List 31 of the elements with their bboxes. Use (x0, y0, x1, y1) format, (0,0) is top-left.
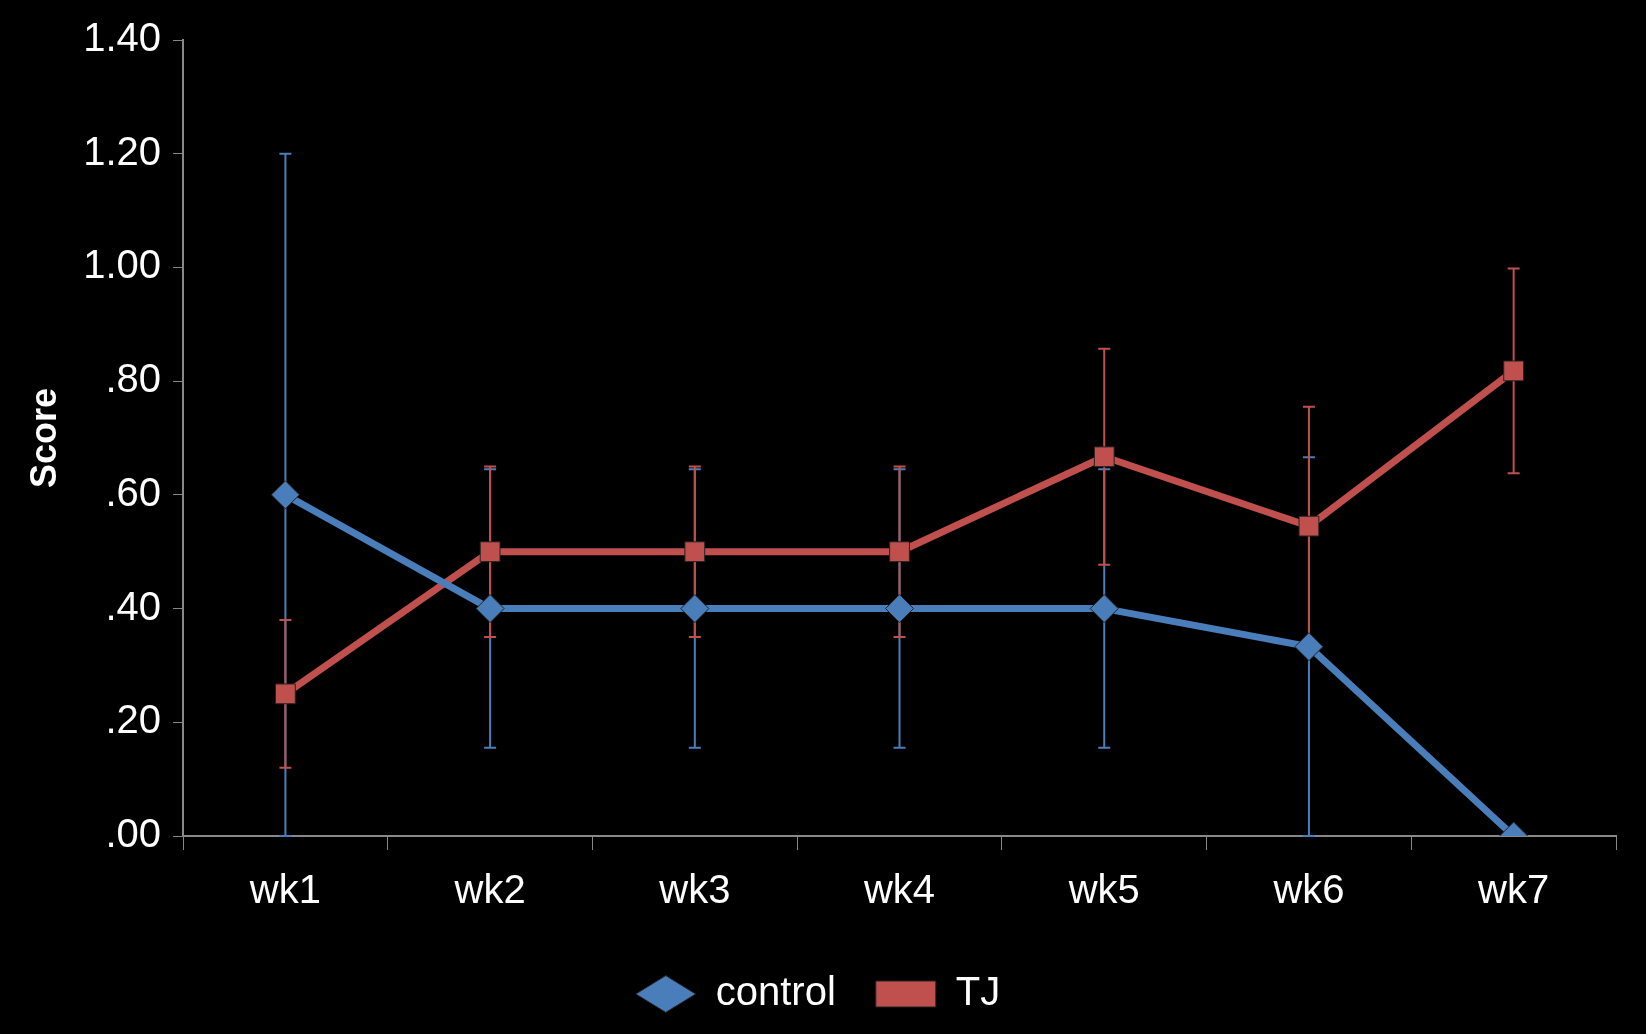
point (475, 594, 505, 624)
x-tick-label: wk3 (658, 867, 731, 912)
legend-label: control (715, 969, 836, 1014)
point (1298, 515, 1320, 537)
y-tick-label: 1.20 (83, 128, 162, 173)
point (1294, 632, 1324, 662)
legend-label: TJ (955, 969, 1001, 1014)
point (1093, 446, 1115, 468)
y-tick-label: .00 (105, 811, 162, 856)
y-tick-label: .60 (105, 469, 162, 514)
x-tick-label: wk6 (1272, 867, 1345, 912)
point (889, 541, 910, 563)
x-tick-label: wk7 (1477, 867, 1550, 912)
y-tick-label: .20 (105, 697, 162, 742)
point (479, 541, 501, 563)
y-tick-label: 1.00 (83, 242, 162, 287)
point (270, 480, 300, 510)
point (885, 594, 915, 624)
x-tick-label: wk4 (862, 867, 936, 912)
y-tick-label: .40 (105, 583, 162, 628)
point (684, 541, 706, 563)
point (680, 594, 710, 624)
x-tick-label: wk2 (453, 867, 526, 912)
x-tick-label: wk5 (1067, 867, 1140, 912)
y-tick-label: 1.40 (83, 15, 162, 60)
y-tick-label: .80 (105, 356, 162, 401)
point (275, 683, 296, 705)
point (1503, 360, 1525, 382)
y-axis-title: Score (22, 387, 64, 489)
x-tick-label: wk1 (248, 867, 321, 912)
point (1089, 594, 1119, 624)
